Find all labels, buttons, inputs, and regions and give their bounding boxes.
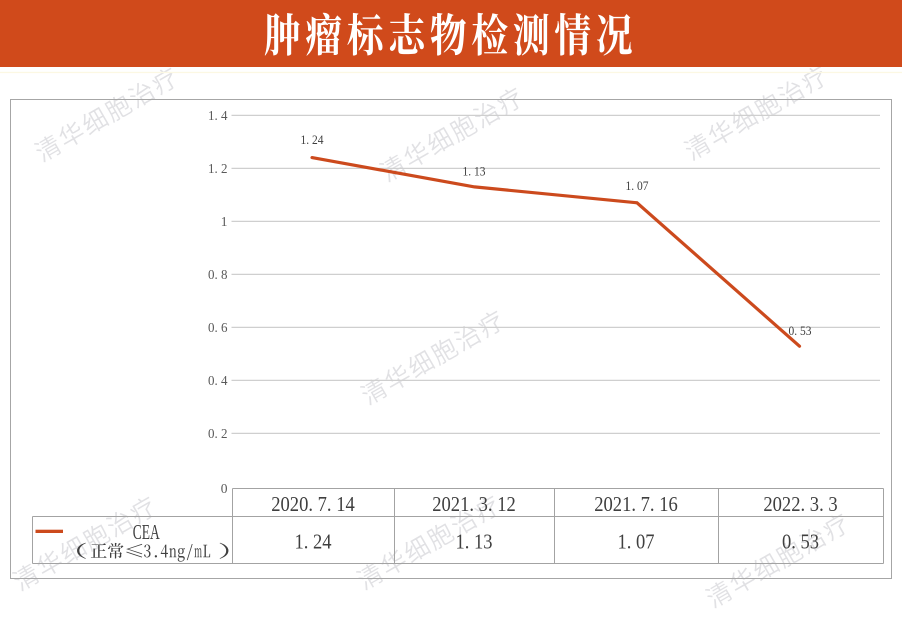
svg-text:0. 53: 0. 53 bbox=[782, 529, 819, 553]
svg-text:CEA: CEA bbox=[133, 520, 160, 544]
svg-text:2022. 3. 3: 2022. 3. 3 bbox=[763, 492, 837, 516]
svg-text:0. 2: 0. 2 bbox=[208, 426, 228, 441]
svg-text:0. 6: 0. 6 bbox=[208, 320, 228, 335]
svg-text:1: 1 bbox=[221, 214, 228, 229]
svg-text:0. 4: 0. 4 bbox=[208, 373, 228, 388]
svg-text:1. 24: 1. 24 bbox=[301, 132, 324, 147]
svg-text:1. 13: 1. 13 bbox=[463, 163, 486, 178]
svg-text:2020. 7. 14: 2020. 7. 14 bbox=[271, 492, 355, 516]
svg-text:1. 2: 1. 2 bbox=[208, 161, 228, 176]
svg-text:1. 07: 1. 07 bbox=[618, 529, 655, 553]
svg-text:0: 0 bbox=[221, 481, 228, 496]
svg-text:1. 13: 1. 13 bbox=[456, 529, 493, 553]
svg-text:2021. 7. 16: 2021. 7. 16 bbox=[594, 492, 678, 516]
svg-text:2021. 3. 12: 2021. 3. 12 bbox=[432, 492, 516, 516]
svg-text:1. 07: 1. 07 bbox=[626, 178, 649, 193]
svg-text:1. 24: 1. 24 bbox=[295, 529, 332, 553]
svg-text:0. 8: 0. 8 bbox=[208, 267, 228, 282]
svg-text:0. 53: 0. 53 bbox=[789, 323, 812, 338]
svg-text:1. 4: 1. 4 bbox=[208, 108, 228, 123]
